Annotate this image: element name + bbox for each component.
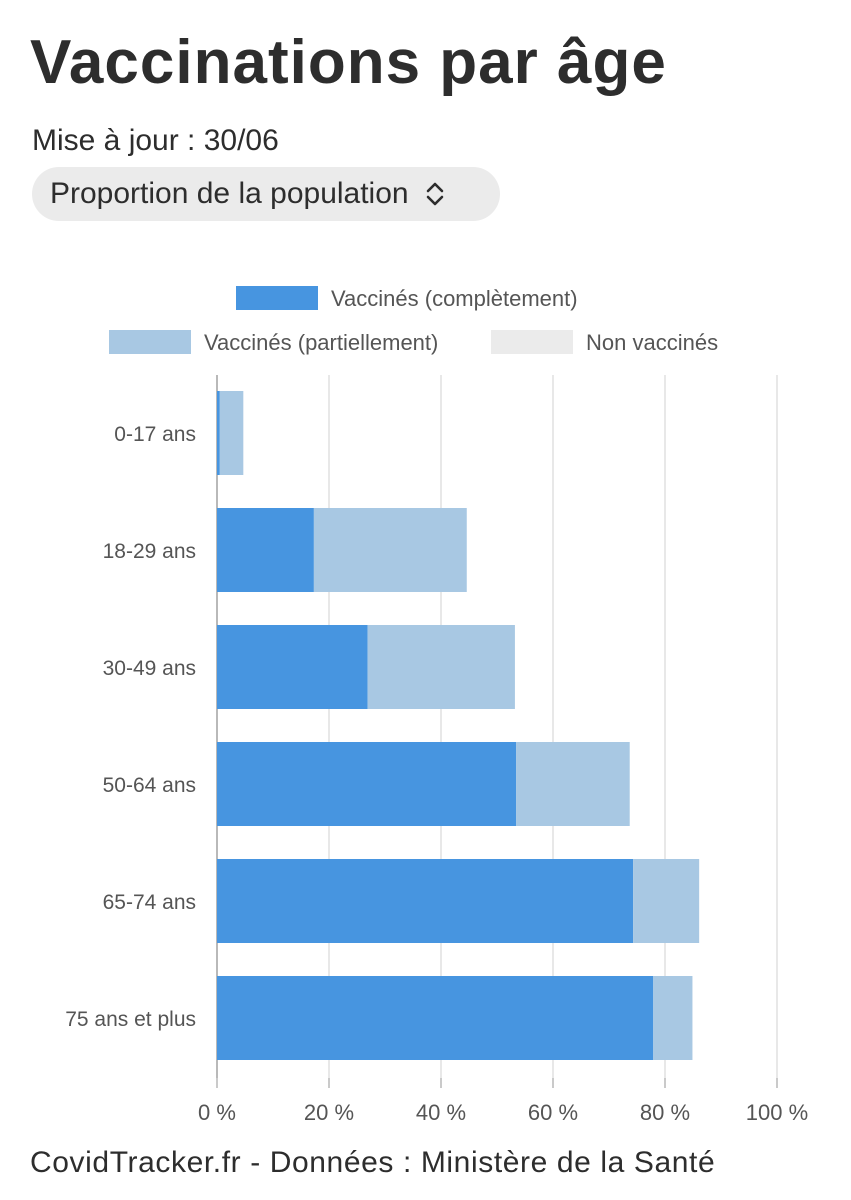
y-label-5: 75 ans et plus bbox=[65, 1008, 196, 1031]
bar-3-series-0 bbox=[217, 742, 517, 826]
vaccination-chart: Vaccinés (complètement) Vaccinés (partiel… bbox=[65, 286, 808, 1125]
x-axis-labels: 0 % 20 % 40 % 60 % 80 % 100 % bbox=[198, 1100, 808, 1125]
x-label-4: 80 % bbox=[640, 1100, 690, 1125]
bar-4-series-0 bbox=[217, 859, 634, 943]
y-axis-labels: 0-17 ans 18-29 ans 30-49 ans 50-64 ans 65-74… bbox=[65, 423, 196, 1031]
x-label-2: 40 % bbox=[416, 1100, 466, 1125]
chart-bars bbox=[217, 391, 700, 1060]
update-date: Mise à jour : 30/06 bbox=[32, 124, 279, 157]
bar-3-series-1 bbox=[516, 742, 630, 826]
bar-2-series-0 bbox=[217, 625, 368, 709]
metric-select[interactable]: Proportion de la population bbox=[32, 167, 500, 221]
legend-label-2: Non vaccinés bbox=[586, 330, 718, 355]
legend-swatch-0 bbox=[236, 286, 318, 310]
legend-swatch-2 bbox=[491, 330, 573, 354]
chart-legend: Vaccinés (complètement) Vaccinés (partiel… bbox=[109, 286, 718, 355]
x-label-1: 20 % bbox=[304, 1100, 354, 1125]
legend-label-0: Vaccinés (complètement) bbox=[331, 286, 578, 311]
y-label-4: 65-74 ans bbox=[103, 891, 196, 914]
y-label-0: 0-17 ans bbox=[114, 423, 196, 446]
x-label-3: 60 % bbox=[528, 1100, 578, 1125]
bar-2-series-1 bbox=[367, 625, 515, 709]
y-label-2: 30-49 ans bbox=[103, 657, 196, 680]
source-credit: CovidTracker.fr - Données : Ministère de… bbox=[30, 1146, 716, 1179]
chevron-up-down-icon bbox=[423, 179, 447, 209]
y-label-3: 50-64 ans bbox=[103, 774, 196, 797]
legend-label-1: Vaccinés (partiellement) bbox=[204, 330, 438, 355]
page-title: Vaccinations par âge bbox=[30, 28, 667, 97]
x-label-5: 100 % bbox=[746, 1100, 808, 1125]
y-label-1: 18-29 ans bbox=[103, 540, 196, 563]
x-label-0: 0 % bbox=[198, 1100, 236, 1125]
legend-swatch-1 bbox=[109, 330, 191, 354]
bar-0-series-1 bbox=[219, 391, 244, 475]
bar-4-series-1 bbox=[633, 859, 700, 943]
chart-grid bbox=[216, 375, 778, 1088]
bar-1-series-1 bbox=[313, 508, 467, 592]
bar-5-series-0 bbox=[217, 976, 654, 1060]
bar-0-series-0 bbox=[217, 391, 220, 475]
bar-5-series-1 bbox=[653, 976, 693, 1060]
bar-1-series-0 bbox=[217, 508, 314, 592]
metric-select-label: Proportion de la population bbox=[50, 177, 409, 210]
